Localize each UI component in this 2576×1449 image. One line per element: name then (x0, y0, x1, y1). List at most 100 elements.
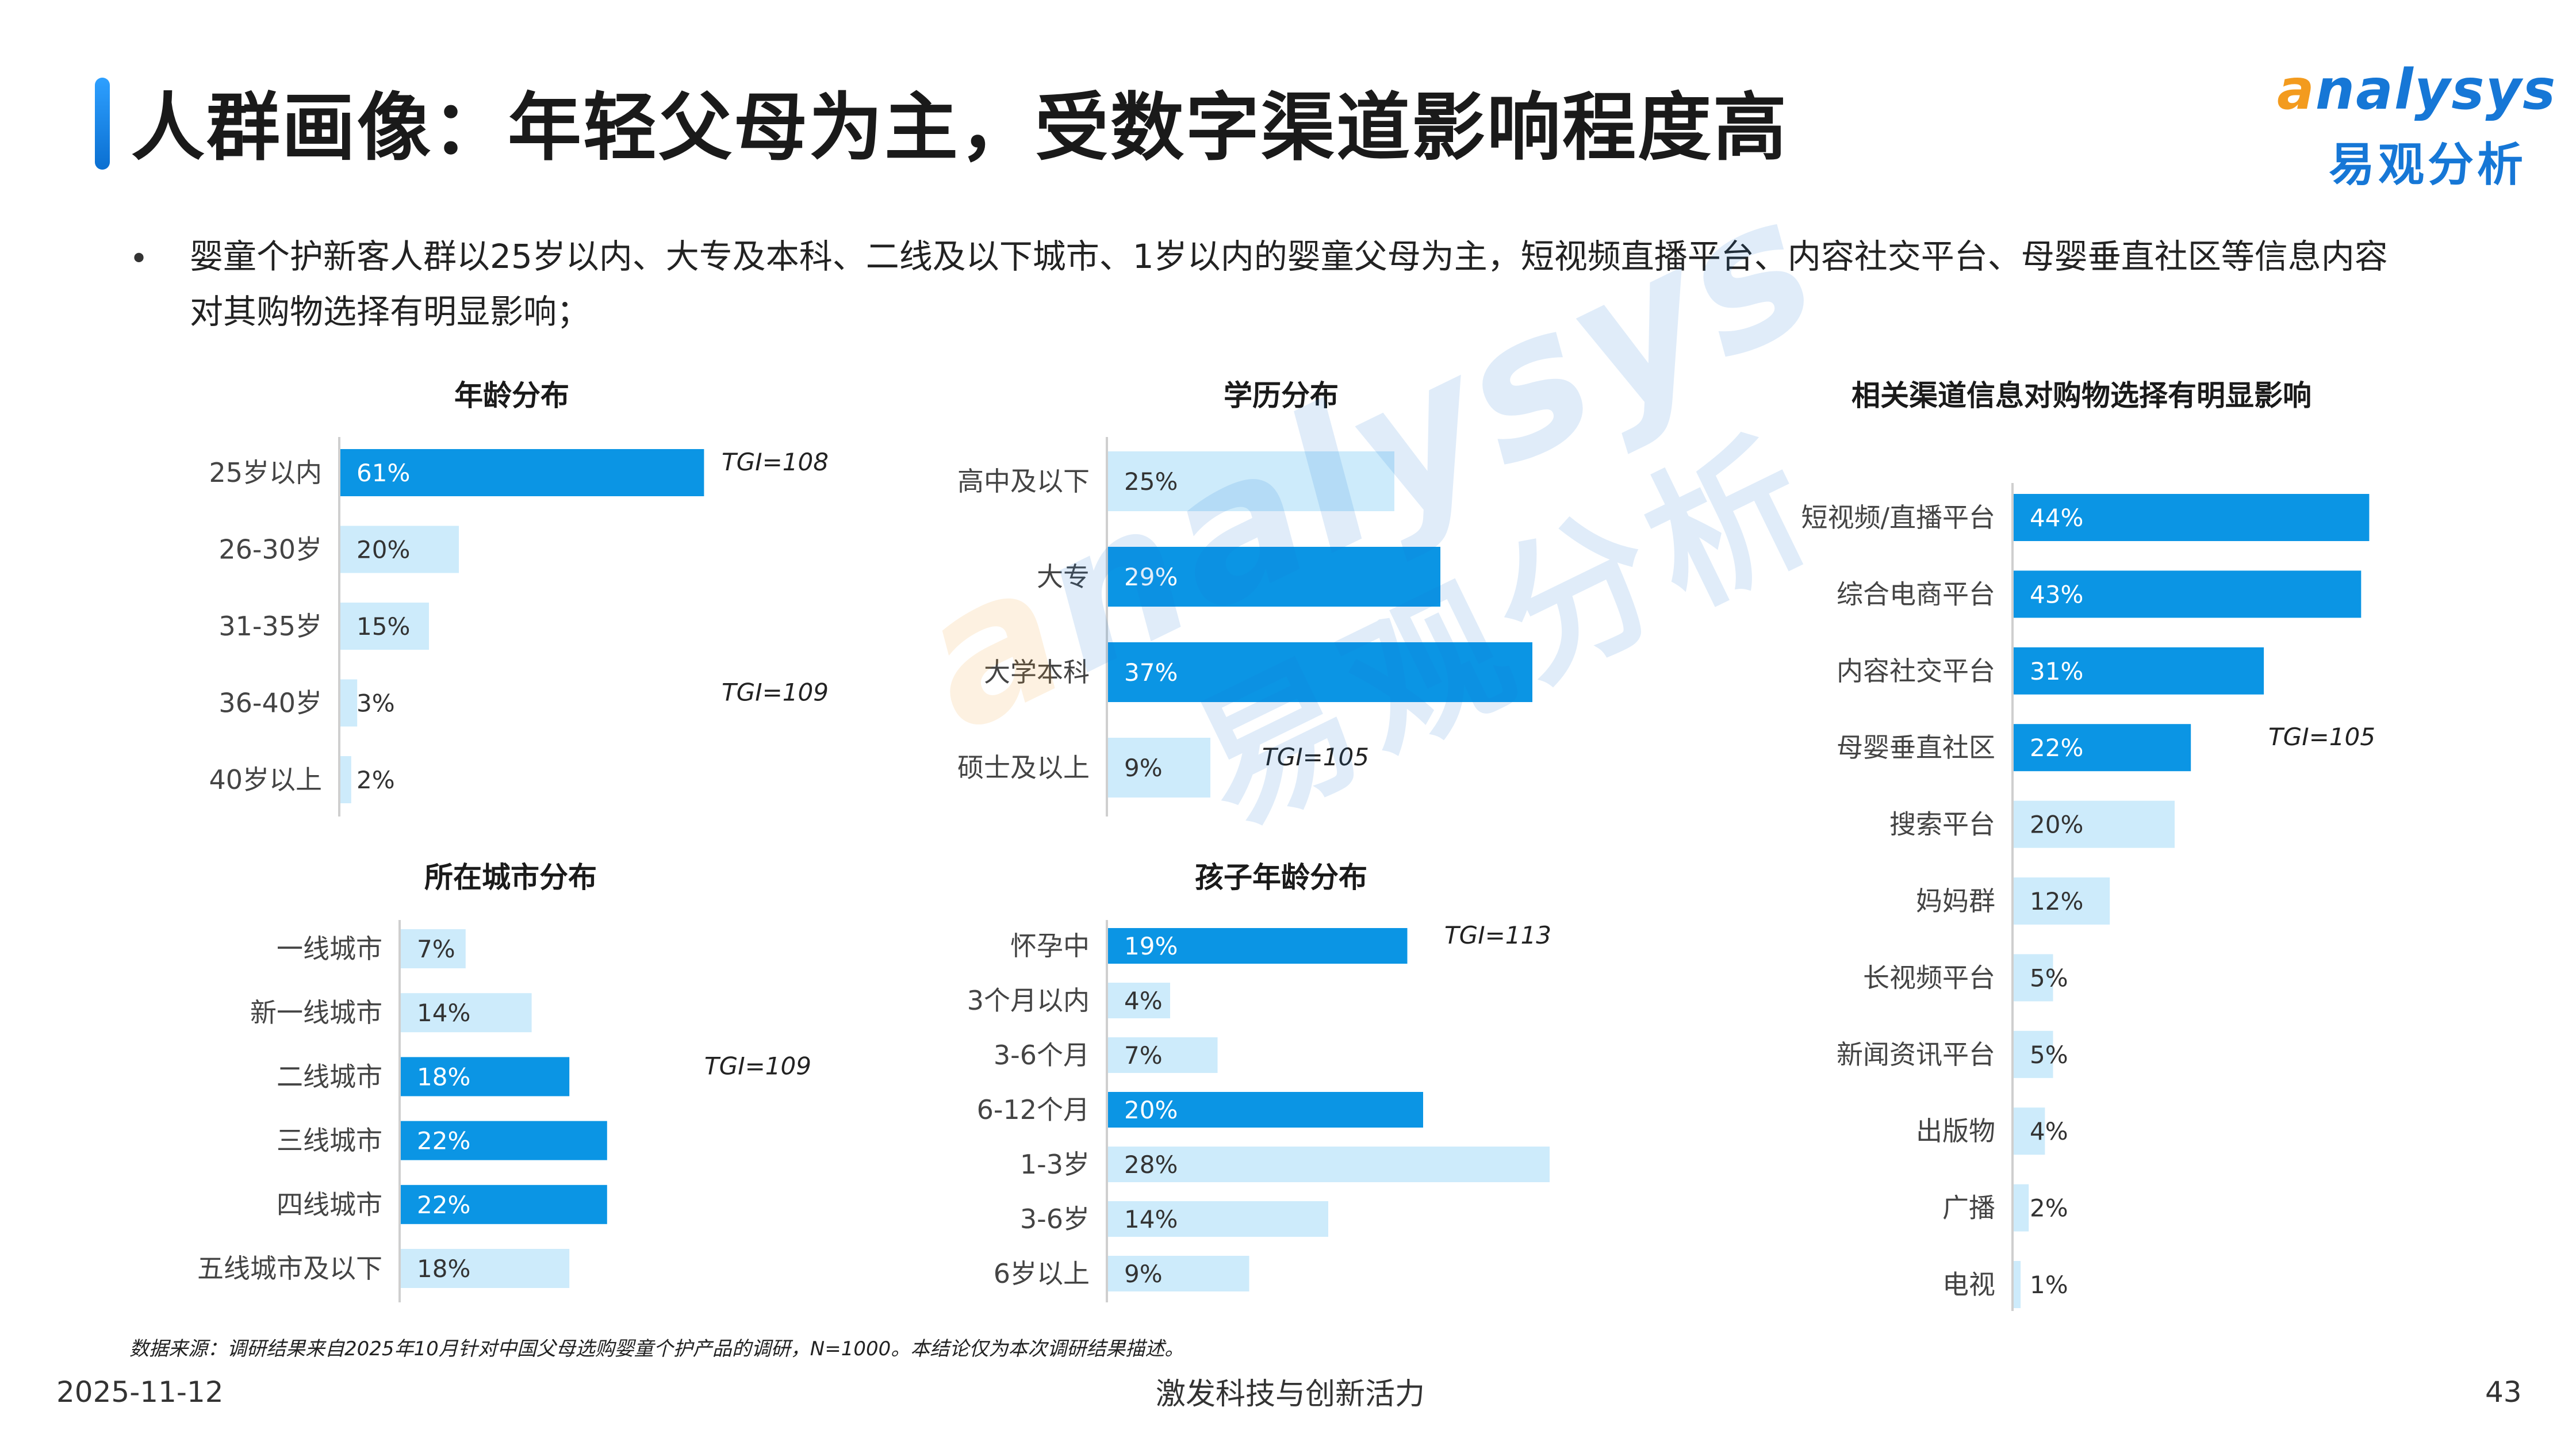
value-label: 12% (2030, 887, 2083, 915)
value-label: 18% (417, 1063, 470, 1091)
value-label: 19% (1124, 932, 1178, 960)
category-label: 电视 (1942, 1269, 1995, 1300)
bar (2012, 800, 2175, 848)
category-label: 三线城市 (277, 1125, 382, 1156)
category-label: 综合电商平台 (1837, 578, 1995, 610)
bar (339, 679, 358, 727)
category-label: 四线城市 (277, 1189, 382, 1220)
category-label: 3-6岁 (1020, 1203, 1090, 1235)
bar (2012, 494, 2370, 541)
bar (400, 1184, 607, 1224)
value-label: 2% (2030, 1194, 2068, 1222)
category-label: 1-3岁 (1020, 1149, 1090, 1180)
value-label: 22% (417, 1127, 470, 1155)
tgi-annotation: TGI=105 (2268, 723, 2375, 751)
bar (1107, 983, 1170, 1018)
value-label: 25% (1124, 467, 1178, 496)
bar (2012, 724, 2191, 772)
category-label: 一线城市 (277, 933, 382, 964)
value-label: 7% (417, 935, 455, 963)
category-label: 出版物 (1916, 1116, 1995, 1147)
tgi-annotation: TGI=113 (1444, 921, 1551, 949)
category-label: 6-12个月 (977, 1094, 1090, 1125)
logo-initial: a (2277, 57, 2316, 122)
bar (339, 603, 429, 650)
category-label: 25岁以内 (209, 457, 322, 488)
value-label: 20% (2030, 811, 2083, 839)
logo-chinese: 易观分析 (2329, 138, 2527, 191)
value-label: 20% (356, 536, 410, 564)
value-label: 28% (1124, 1151, 1178, 1179)
bar (339, 756, 351, 803)
category-label: 五线城市及以下 (197, 1253, 382, 1284)
value-label: 15% (356, 612, 410, 641)
data-source-note: 数据来源：调研结果来自2025年10月针对中国父母选购婴童个护产品的调研，N=1… (129, 1337, 1184, 1360)
category-label: 怀孕中 (1010, 930, 1090, 961)
value-label: 5% (2030, 964, 2068, 992)
value-label: 14% (1124, 1205, 1178, 1233)
bar (400, 993, 532, 1033)
bar (400, 1249, 570, 1288)
tgi-annotation: TGI=109 (722, 678, 829, 707)
tgi-annotation: TGI=105 (1262, 743, 1369, 771)
category-label: 广播 (1942, 1193, 1995, 1224)
category-label: 搜索平台 (1889, 809, 1995, 840)
bar (2012, 1184, 2029, 1232)
category-label: 内容社交平台 (1837, 656, 1995, 687)
bar (1107, 642, 1532, 702)
bar (2012, 570, 2362, 618)
value-label: 1% (2030, 1271, 2068, 1299)
category-label: 36-40岁 (218, 688, 322, 719)
category-label: 母婴垂直社区 (1837, 732, 1995, 763)
category-label: 硕士及以上 (957, 752, 1090, 783)
bar (400, 1121, 607, 1160)
category-label: 大专 (1037, 561, 1090, 592)
category-label: 长视频平台 (1863, 962, 1995, 993)
value-label: 5% (2030, 1041, 2068, 1069)
bar (2012, 1261, 2021, 1308)
bar (400, 929, 466, 968)
value-label: 9% (1124, 1260, 1163, 1288)
logo-english-text: nalysys (2315, 57, 2557, 122)
page-title: 人群画像：年轻父母为主，受数字渠道影响程度高 (131, 85, 1789, 171)
chart-title: 年龄分布 (454, 379, 569, 412)
value-label: 43% (2030, 580, 2083, 608)
category-label: 31-35岁 (218, 611, 322, 642)
analysys-logo: analysys 易观分析 (2277, 57, 2555, 191)
summary-text: 婴童个护新客人群以25岁以内、大专及本科、二线及以下城市、1岁以内的婴童父母为主… (190, 237, 2388, 331)
value-label: 14% (417, 999, 470, 1027)
page-number: 43 (2485, 1375, 2522, 1409)
category-label: 二线城市 (277, 1061, 382, 1092)
bar (1107, 1201, 1328, 1237)
bar (400, 1057, 570, 1097)
category-label: 6岁以上 (994, 1258, 1090, 1289)
category-label: 3-6个月 (994, 1040, 1090, 1071)
category-label: 新闻资讯平台 (1837, 1039, 1995, 1070)
value-label: 7% (1124, 1041, 1163, 1070)
category-label: 妈妈群 (1916, 885, 1995, 917)
value-label: 9% (1124, 754, 1163, 782)
value-label: 3% (356, 689, 395, 718)
title-accent-bar (95, 78, 110, 170)
bar (1107, 1092, 1423, 1128)
tgi-annotation: TGI=108 (722, 448, 829, 476)
bar (2012, 1030, 2053, 1078)
category-label: 26-30岁 (218, 534, 322, 565)
bar (1107, 547, 1440, 607)
category-label: 3个月以内 (967, 985, 1090, 1016)
category-label: 大学本科 (984, 657, 1090, 688)
bar (2012, 877, 2110, 925)
value-label: 44% (2030, 504, 2083, 532)
chart-title: 学历分布 (1224, 379, 1339, 412)
chart-title: 相关渠道信息对购物选择有明显影响 (1851, 379, 2312, 412)
category-label: 新一线城市 (250, 997, 382, 1028)
value-label: 2% (356, 766, 395, 794)
value-label: 22% (2030, 734, 2083, 762)
logo-english: analysys (2277, 57, 2556, 122)
bar (1107, 1147, 1550, 1182)
bar (1107, 1256, 1249, 1291)
bar (2012, 954, 2053, 1002)
bar (1107, 928, 1408, 964)
value-label: 4% (1124, 987, 1163, 1015)
category-label: 高中及以下 (957, 466, 1090, 497)
